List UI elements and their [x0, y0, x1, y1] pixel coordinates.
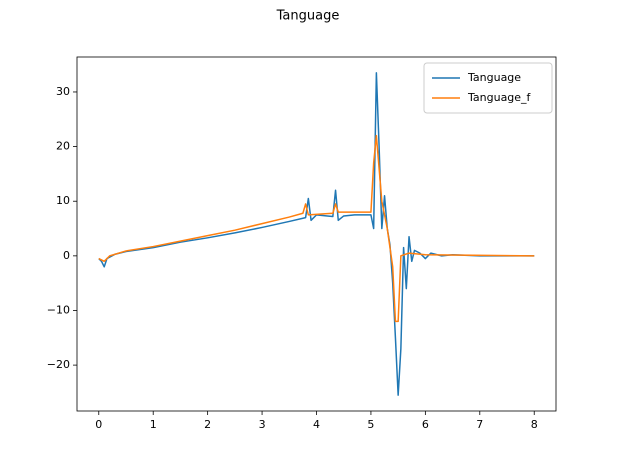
- y-tick-label: −10: [47, 303, 70, 316]
- y-tick-label: 0: [63, 249, 70, 262]
- x-tick-label: 3: [259, 418, 266, 431]
- y-tick-label: −20: [47, 358, 70, 371]
- x-tick-label: 2: [204, 418, 211, 431]
- y-tick-label: 30: [56, 85, 70, 98]
- line-series: [98, 72, 535, 396]
- legend-label: Tanguage_f: [467, 91, 532, 104]
- x-tick-label: 4: [313, 418, 320, 431]
- legend-box: [423, 62, 553, 114]
- chart-title: Tanguage: [276, 9, 340, 24]
- x-tick-label: 8: [531, 418, 538, 431]
- x-tick-label: 5: [367, 418, 374, 431]
- y-tick-label: 20: [56, 140, 70, 153]
- line-series: [98, 134, 535, 323]
- x-tick-label: 7: [476, 418, 483, 431]
- y-tick-label: 10: [56, 194, 70, 207]
- x-tick-label: 6: [422, 418, 429, 431]
- legend-label: Tanguage: [467, 71, 521, 84]
- x-tick-label: 1: [150, 418, 157, 431]
- x-tick-label: 0: [95, 418, 102, 431]
- axes-frame: [76, 56, 557, 412]
